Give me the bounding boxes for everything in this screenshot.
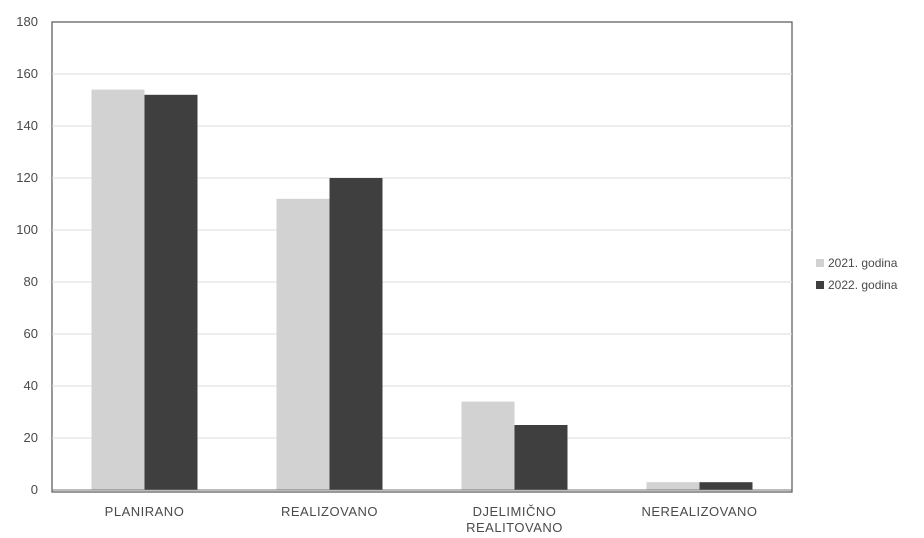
x-tick-label: REALITOVANO [466,520,563,535]
x-tick-label: NEREALIZOVANO [641,504,757,519]
x-tick-label: DJELIMIČNO [473,504,557,519]
legend-label: 2022. godina [828,278,898,292]
legend-label: 2021. godina [828,256,898,270]
bar-2022 [329,178,383,490]
bar-2021 [646,482,700,490]
y-tick-label: 140 [16,118,38,133]
bar-2021 [461,401,515,490]
y-tick-label: 0 [31,482,38,497]
x-tick-label: REALIZOVANO [281,504,378,519]
y-tick-label: 100 [16,222,38,237]
y-tick-label: 180 [16,14,38,29]
plot-area-border [51,21,793,493]
y-tick-label: 20 [24,430,38,445]
y-tick-label: 40 [24,378,38,393]
bar-2022 [144,94,198,491]
y-tick-label: 160 [16,66,38,81]
bar-2021 [91,89,145,490]
bar-2022 [699,482,753,490]
bar-2022 [514,425,568,490]
x-tick-label: PLANIRANO [105,504,185,519]
x-axis-labels: PLANIRANO REALIZOVANO DJELIMIČNOREALITOVAN… [105,504,757,535]
y-tick-label: 80 [24,274,38,289]
legend: 2021. godina 2022. godina [816,256,898,292]
legend-swatch [816,259,824,267]
bar-2021 [276,198,330,491]
bars [91,89,753,491]
legend-swatch [816,281,824,289]
y-tick-label: 60 [24,326,38,341]
y-axis-ticks: 0 20 40 60 80 100 120 140 160 180 [16,14,38,497]
y-tick-label: 120 [16,170,38,185]
